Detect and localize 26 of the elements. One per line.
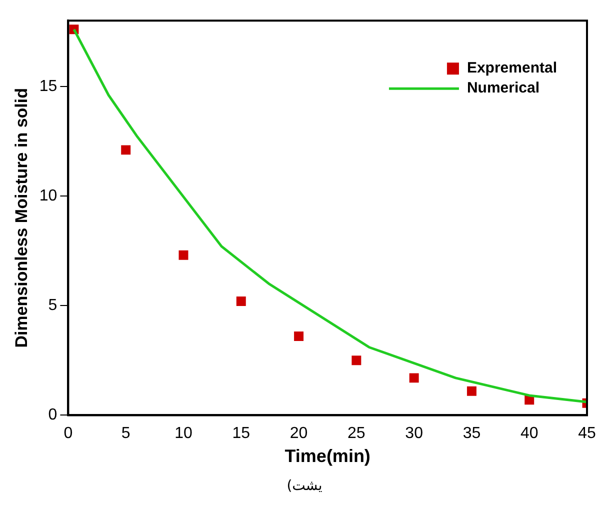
point — [236, 296, 246, 306]
y-tick-label: 10 — [39, 187, 58, 204]
point — [178, 250, 188, 260]
point — [294, 332, 304, 342]
y-tick-label: 0 — [48, 406, 58, 424]
legend-label: Numerical — [466, 80, 540, 97]
x-axis-title: Time(min) — [284, 446, 370, 466]
point — [409, 373, 419, 383]
x-tick-label: 40 — [520, 425, 538, 442]
x-tick-label: 0 — [64, 425, 73, 442]
x-tick-label: 25 — [348, 425, 366, 442]
x-tick-label: 20 — [290, 425, 308, 442]
text: یشت) — [286, 478, 324, 494]
point — [121, 145, 131, 155]
x-tick-label: 15 — [232, 425, 250, 442]
x-tick-label: 35 — [462, 425, 481, 442]
y-axis-title: Dimensionless Moisture in solid — [12, 88, 31, 348]
x-tick-label: 30 — [405, 425, 424, 442]
legend-label: Expremental — [466, 60, 558, 77]
x-tick-label: 45 — [578, 425, 596, 442]
y-tick-label: 5 — [48, 296, 58, 314]
x-tick-label: 10 — [174, 425, 192, 442]
point — [352, 356, 362, 366]
point — [466, 386, 476, 396]
x-tick-label: 5 — [121, 425, 130, 442]
y-tick-label: 15 — [39, 78, 58, 95]
